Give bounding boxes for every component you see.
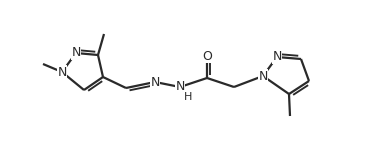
- Text: N: N: [150, 75, 160, 89]
- Text: H: H: [184, 92, 192, 102]
- Text: O: O: [202, 50, 212, 62]
- Text: N: N: [175, 80, 185, 93]
- Text: N: N: [57, 66, 67, 78]
- Text: N: N: [272, 51, 282, 64]
- Text: N: N: [71, 47, 81, 59]
- Text: N: N: [258, 70, 268, 83]
